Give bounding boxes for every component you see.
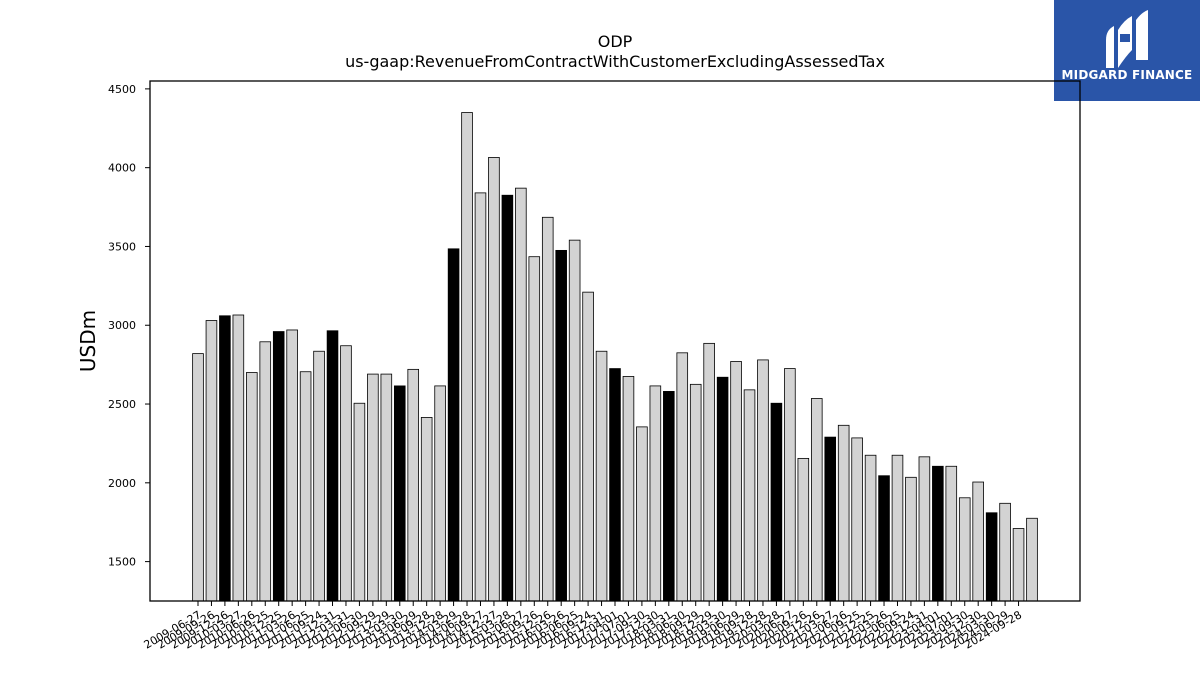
bar bbox=[649, 385, 662, 602]
bar bbox=[663, 391, 675, 602]
y-tick-label: 2500 bbox=[108, 398, 136, 411]
bar bbox=[918, 456, 931, 602]
brand-logo: MIDGARD FINANCE bbox=[1054, 0, 1200, 101]
bar bbox=[340, 345, 352, 602]
bar bbox=[770, 402, 783, 602]
bar bbox=[515, 187, 527, 602]
logo-text: MIDGARD FINANCE bbox=[1061, 68, 1193, 82]
midgard-m-logo-icon bbox=[1106, 10, 1148, 68]
bar bbox=[730, 361, 742, 602]
bar bbox=[985, 512, 998, 602]
bar bbox=[1026, 517, 1038, 602]
bar bbox=[380, 373, 393, 602]
bar bbox=[259, 341, 272, 602]
bar bbox=[932, 465, 944, 602]
bar bbox=[313, 350, 325, 602]
bar bbox=[851, 437, 863, 602]
y-tick-label: 4000 bbox=[108, 162, 136, 175]
bar bbox=[891, 454, 904, 602]
bar bbox=[407, 368, 420, 602]
bar bbox=[622, 376, 635, 602]
bar bbox=[353, 402, 366, 602]
y-axis-label: USDm bbox=[76, 310, 100, 372]
bar bbox=[326, 330, 339, 602]
bar bbox=[232, 314, 245, 602]
bar bbox=[676, 352, 689, 602]
bar bbox=[864, 454, 877, 602]
y-tick-label: 4500 bbox=[108, 83, 136, 96]
bar bbox=[636, 426, 648, 602]
bar bbox=[219, 315, 231, 602]
bar bbox=[488, 157, 500, 602]
y-axis: 1500 2000 2500 3000 3500 4000 4500 bbox=[108, 83, 150, 569]
y-tick-label: 1500 bbox=[108, 556, 136, 569]
bar bbox=[555, 249, 567, 602]
bars-group bbox=[192, 112, 1038, 602]
bar bbox=[905, 476, 917, 602]
bar bbox=[837, 424, 850, 602]
bar bbox=[703, 342, 715, 602]
y-tick-label: 2000 bbox=[108, 477, 136, 490]
bar bbox=[972, 481, 984, 602]
bar bbox=[192, 353, 204, 602]
bar bbox=[474, 192, 487, 602]
bar bbox=[528, 256, 541, 602]
y-tick-label: 3500 bbox=[108, 240, 136, 253]
bar bbox=[999, 502, 1011, 602]
bar bbox=[945, 465, 958, 602]
bar bbox=[716, 376, 729, 602]
bar bbox=[447, 248, 460, 602]
bar bbox=[797, 457, 810, 602]
bar bbox=[568, 239, 581, 602]
bar bbox=[434, 385, 446, 602]
bar bbox=[743, 389, 756, 602]
x-axis: 2009-06-272009-09-262009-12-262010-03-27… bbox=[142, 601, 1024, 652]
chart-subtitle: us-gaap:RevenueFromContractWithCustomerE… bbox=[345, 52, 885, 71]
bar bbox=[689, 383, 702, 602]
y-tick-label: 3000 bbox=[108, 319, 136, 332]
bar bbox=[609, 368, 621, 602]
chart-title-block: ODP us-gaap:RevenueFromContractWithCusto… bbox=[150, 32, 1080, 72]
bar bbox=[1012, 528, 1025, 602]
bar bbox=[461, 112, 473, 602]
bar bbox=[878, 475, 890, 602]
bar bbox=[784, 368, 796, 602]
bar bbox=[393, 385, 406, 602]
bar bbox=[286, 329, 298, 602]
bar bbox=[541, 216, 554, 602]
bar bbox=[272, 331, 285, 602]
bar bbox=[246, 372, 258, 602]
bar bbox=[595, 350, 608, 602]
bar bbox=[367, 373, 379, 602]
bar bbox=[205, 320, 218, 602]
bar bbox=[757, 359, 769, 602]
bar bbox=[582, 291, 594, 602]
bar bbox=[501, 194, 514, 602]
bar bbox=[824, 436, 837, 602]
bar bbox=[958, 497, 971, 602]
bar bbox=[810, 398, 823, 602]
bar bbox=[299, 371, 312, 602]
chart-title: ODP bbox=[597, 32, 633, 51]
bar bbox=[420, 417, 433, 602]
